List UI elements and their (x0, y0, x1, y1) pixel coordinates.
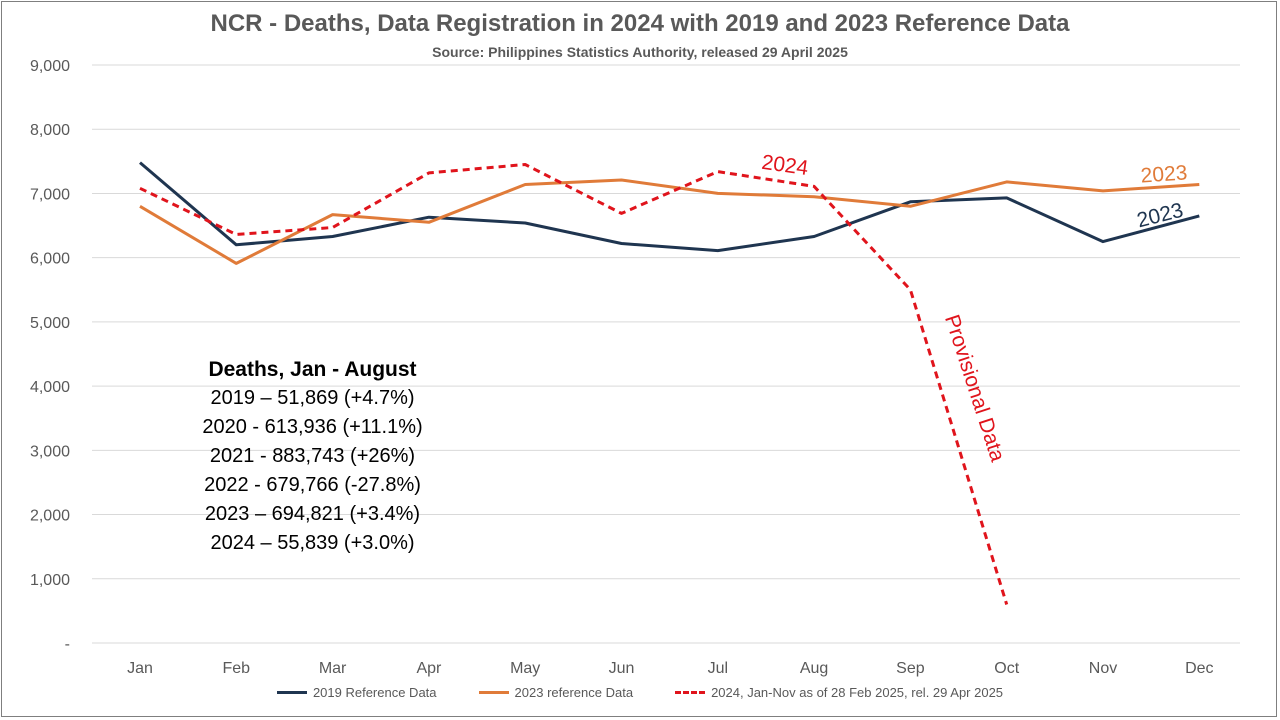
legend-swatch-2024 (675, 691, 706, 694)
y-tick-label: 4,000 (30, 379, 70, 396)
annotation-provisional-data: Provisional Data (940, 312, 1009, 465)
x-tick-label: Jun (609, 660, 635, 677)
chart-subtitle: Source: Philippines Statistics Authority… (432, 44, 848, 60)
stats-line-2019: 2019 – 51,869 (+4.7%) (210, 387, 415, 409)
x-tick-label: Dec (1185, 660, 1213, 677)
y-tick-label: 9,000 (30, 58, 70, 75)
annotation-2023-orange: 2023 (1140, 161, 1188, 187)
stats-line-2021: 2021 - 883,743 (+26%) (209, 445, 416, 467)
x-tick-label: Feb (223, 660, 251, 677)
series-line-0 (139, 161, 1200, 253)
x-tick-label: Mar (319, 660, 347, 677)
stats-line-2020: 2020 - 613,936 (+11.1%) (202, 416, 423, 438)
y-tick-label: 6,000 (30, 251, 70, 268)
y-tick-label: 1,000 (30, 572, 70, 589)
stats-line-2022: 2022 - 679,766 (-27.8%) (204, 474, 421, 496)
y-tick-label: - (65, 636, 70, 653)
annotation-2024: 2024 (760, 151, 810, 180)
y-tick-label: 8,000 (30, 122, 70, 139)
y-axis-ticks: - 1,000 2,000 3,000 4,000 5,000 6,000 7,000 8,00… (30, 58, 70, 653)
legend-label-2024: 2024, Jan-Nov as of 28 Feb 2025, rel. 29… (711, 685, 1004, 700)
legend-item-2023: 2023 reference Data (478, 685, 634, 700)
legend-label-2023: 2023 reference Data (514, 685, 634, 700)
x-axis-ticks: Jan Feb Mar Apr May Jun Jul Aug Sep Oct Nov Dec (127, 660, 1213, 677)
legend-item-2024: 2024, Jan-Nov as of 28 Feb 2025, rel. 29… (675, 685, 1003, 700)
stats-heading: Deaths, Jan - August (208, 358, 417, 381)
legend-swatch-2023 (478, 691, 509, 694)
y-tick-label: 7,000 (30, 186, 70, 203)
series-lines (139, 161, 1200, 605)
y-tick-label: 2,000 (30, 508, 70, 525)
x-tick-label: Apr (416, 660, 442, 677)
x-tick-label: Oct (994, 660, 1019, 677)
y-tick-label: 3,000 (30, 443, 70, 460)
stats-line-2023: 2023 – 694,821 (+3.4%) (204, 503, 421, 525)
x-tick-label: Nov (1089, 660, 1117, 677)
legend: 2019 Reference Data 2023 reference Data … (0, 685, 1280, 700)
y-tick-label: 5,000 (30, 315, 70, 332)
stats-line-2024: 2024 – 55,839 (+3.0%) (210, 532, 415, 554)
x-tick-label: Jul (708, 660, 728, 677)
legend-label-2019: 2019 Reference Data (312, 685, 437, 700)
legend-swatch-2019 (276, 691, 307, 694)
chart-title: NCR - Deaths, Data Registration in 2024 … (210, 10, 1070, 37)
x-tick-label: Jan (127, 660, 153, 677)
legend-item-2019: 2019 Reference Data (276, 685, 437, 700)
series-line-1 (139, 178, 1200, 265)
x-tick-label: Aug (800, 660, 828, 677)
x-tick-label: May (510, 660, 540, 677)
x-tick-label: Sep (896, 660, 925, 677)
annotation-2023-navy: 2023 (1135, 199, 1186, 233)
stats-box: Deaths, Jan - August 2019 – 51,869 (+4.7… (150, 355, 475, 558)
